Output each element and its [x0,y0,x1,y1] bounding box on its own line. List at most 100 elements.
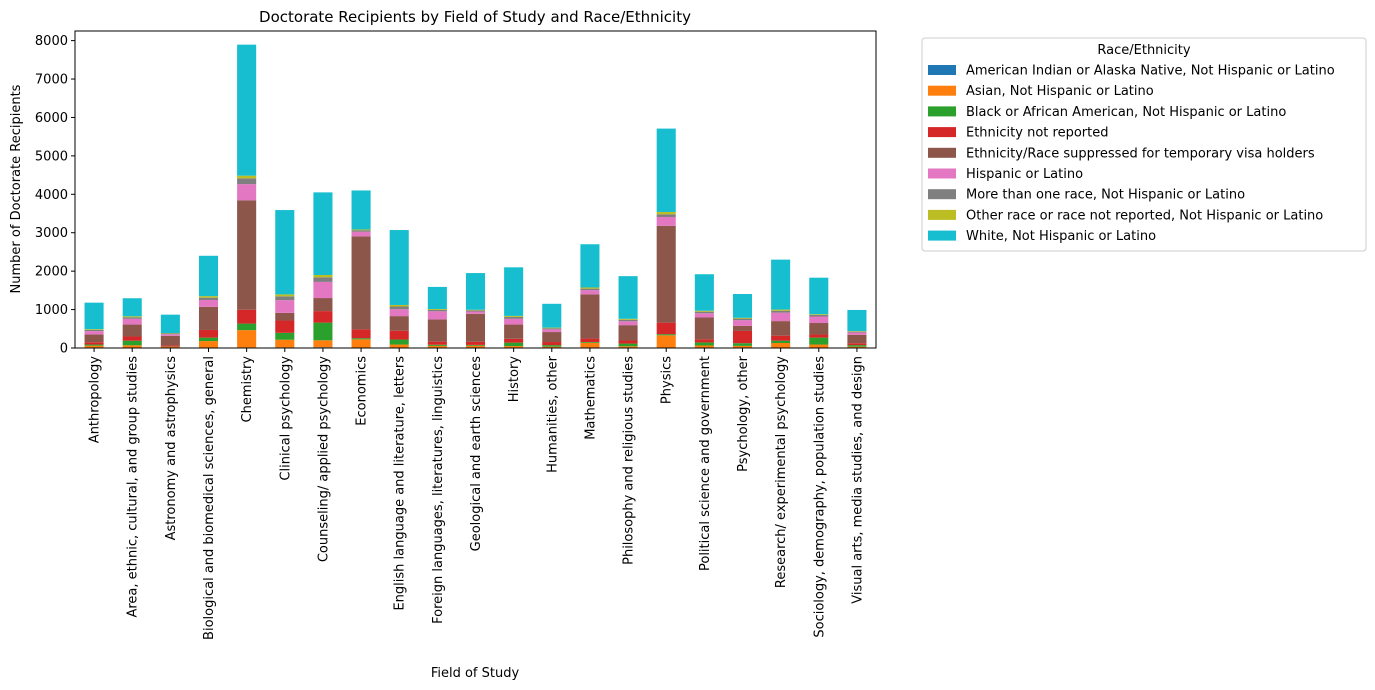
bar-segment [732,325,753,331]
legend-label: More than one race, Not Hispanic or Lati… [966,188,1245,203]
legend-label: Hispanic or Latino [966,167,1083,182]
bar-segment [618,325,638,341]
legend-swatch [928,106,956,117]
bar-segment [809,314,829,317]
x-axis-label: Field of Study [431,666,520,681]
bar-segment [313,281,333,299]
bar-segment [275,320,295,333]
bar-segment [84,344,104,346]
y-tick-label: 1000 [35,303,68,318]
bar-segment [427,311,447,320]
bar-segment [198,337,219,342]
legend-swatch [928,147,956,158]
legend-label: American Indian or Alaska Native, Not Hi… [966,64,1335,79]
bar-segment [122,316,142,318]
bar-segment [237,330,257,348]
legend-label: White, Not Hispanic or Latino [966,229,1156,244]
bar-segment [237,309,257,324]
legend-label: Ethnicity not reported [966,126,1108,141]
bar-segment [389,309,409,317]
y-tick-label: 2000 [35,265,68,280]
x-tick-label: Anthropology [88,356,103,444]
x-tick-label: Biological and biomedical sciences, gene… [202,356,217,640]
bar-segment [351,229,371,231]
x-tick-label: History [507,356,522,403]
bar-segment [809,277,829,315]
bar-segment [351,236,371,330]
bar-segment [84,329,104,330]
bar-segment [389,230,409,305]
bar-segment [351,190,371,230]
x-tick-label: Philosophy and religious studies [622,356,637,565]
bar-segment [84,342,104,345]
bar-segment [656,225,676,323]
bar-segment [847,309,867,332]
bar-segment [771,309,791,311]
bar-segment [160,346,180,348]
bar-segment [122,318,142,325]
bar-segment [504,318,524,325]
bar-segment [504,324,524,339]
chart-title: Doctorate Recipients by Field of Study a… [259,8,691,26]
x-tick-label: Mathematics [583,356,598,440]
bar-segment [313,192,333,275]
bar-segment [275,294,295,297]
bar-segment [618,318,638,320]
y-tick-label: 0 [60,342,68,357]
bar-segment [237,175,257,179]
bar-segment [465,311,486,314]
bar-segment [847,345,867,347]
x-tick-label: Psychology, other [736,355,751,471]
bar-segment [351,338,371,340]
bar-segment [84,302,104,330]
x-tick-label: Chemistry [240,356,255,423]
bar-segment [504,316,524,319]
x-tick-label: Humanities, other [545,355,560,473]
legend-swatch [928,230,956,241]
bar-segment [809,337,829,345]
y-tick-label: 6000 [35,111,68,126]
bar-segment [237,200,257,310]
bar-segment [122,317,142,319]
bar-segment [694,274,714,311]
bar-segment [84,334,104,343]
bar-segment [618,319,638,322]
bar-segment [656,214,676,217]
bar-segment [771,343,791,348]
bar-segment [122,345,142,348]
x-tick-label: Research/ experimental psychology [774,356,789,588]
bar-segment [275,339,295,348]
bar-segment [732,294,753,318]
bar-segment [427,319,447,342]
bar-segment [122,324,142,337]
bar-segment [198,341,219,348]
bar-segment [732,330,753,344]
bar-segment [542,332,562,343]
bar-segment [160,334,180,336]
bar-segment [237,323,257,331]
bar-segment [313,311,333,323]
bar-segment [809,323,829,335]
bar-segment [427,341,447,345]
bar-segment [122,336,142,341]
bar-segment [275,312,295,321]
plot-area: 0 1000 2000 3000 4000 5000 6000 7000 8000 Anthrop… [35,30,877,640]
y-tick-label: 8000 [35,34,68,49]
bar-segment [160,314,180,334]
legend-label: Asian, Not Hispanic or Latino [966,84,1154,99]
bar-segment [160,345,180,347]
bar-segment [809,316,829,324]
bar-segment [580,338,600,343]
y-tick-label: 7000 [35,73,68,88]
bar-segment [771,259,791,310]
bar-segment [847,334,867,344]
bar-segment [198,329,219,338]
bar-segment [694,310,714,312]
legend-swatch [928,168,956,179]
bar-segment [656,216,676,226]
bar-segment [809,314,829,315]
bar-segment [847,331,867,332]
bar-segment [694,339,714,343]
bar-segment [504,346,524,348]
